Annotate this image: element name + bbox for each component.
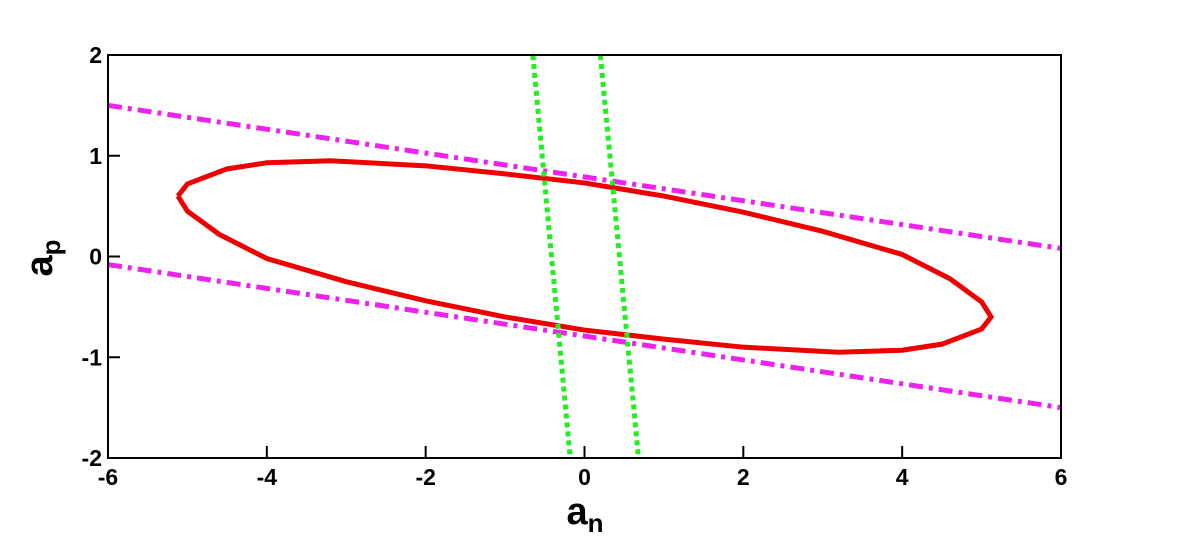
data-line [175,158,995,355]
x-tick-label: 6 [1055,464,1068,490]
x-tick-label: -2 [415,464,435,490]
y-axis-label: ap [19,239,66,276]
y-tick-label: -1 [82,344,103,370]
x-label-sub: n [588,508,604,538]
x-tick-label: 4 [896,464,909,490]
x-tick-label: 2 [737,464,750,490]
x-axis-label: an [566,491,603,538]
y-label-sub: p [36,239,66,255]
plot-frame [107,54,1062,459]
x-tick-label: 0 [578,464,591,490]
data-line [108,102,1061,251]
y-tick-label: 2 [89,42,102,68]
x-label-base: a [566,491,588,533]
y-label-base: a [19,255,61,277]
plot-area [108,55,1061,458]
data-line [530,55,573,458]
y-tick-label: 0 [89,244,102,270]
y-tick-label: 1 [89,143,102,169]
x-tick-label: -6 [98,464,118,490]
data-line [597,55,641,458]
y-tick-label: -2 [82,445,102,471]
data-line [108,262,1061,411]
x-tick-label: -4 [257,464,278,490]
